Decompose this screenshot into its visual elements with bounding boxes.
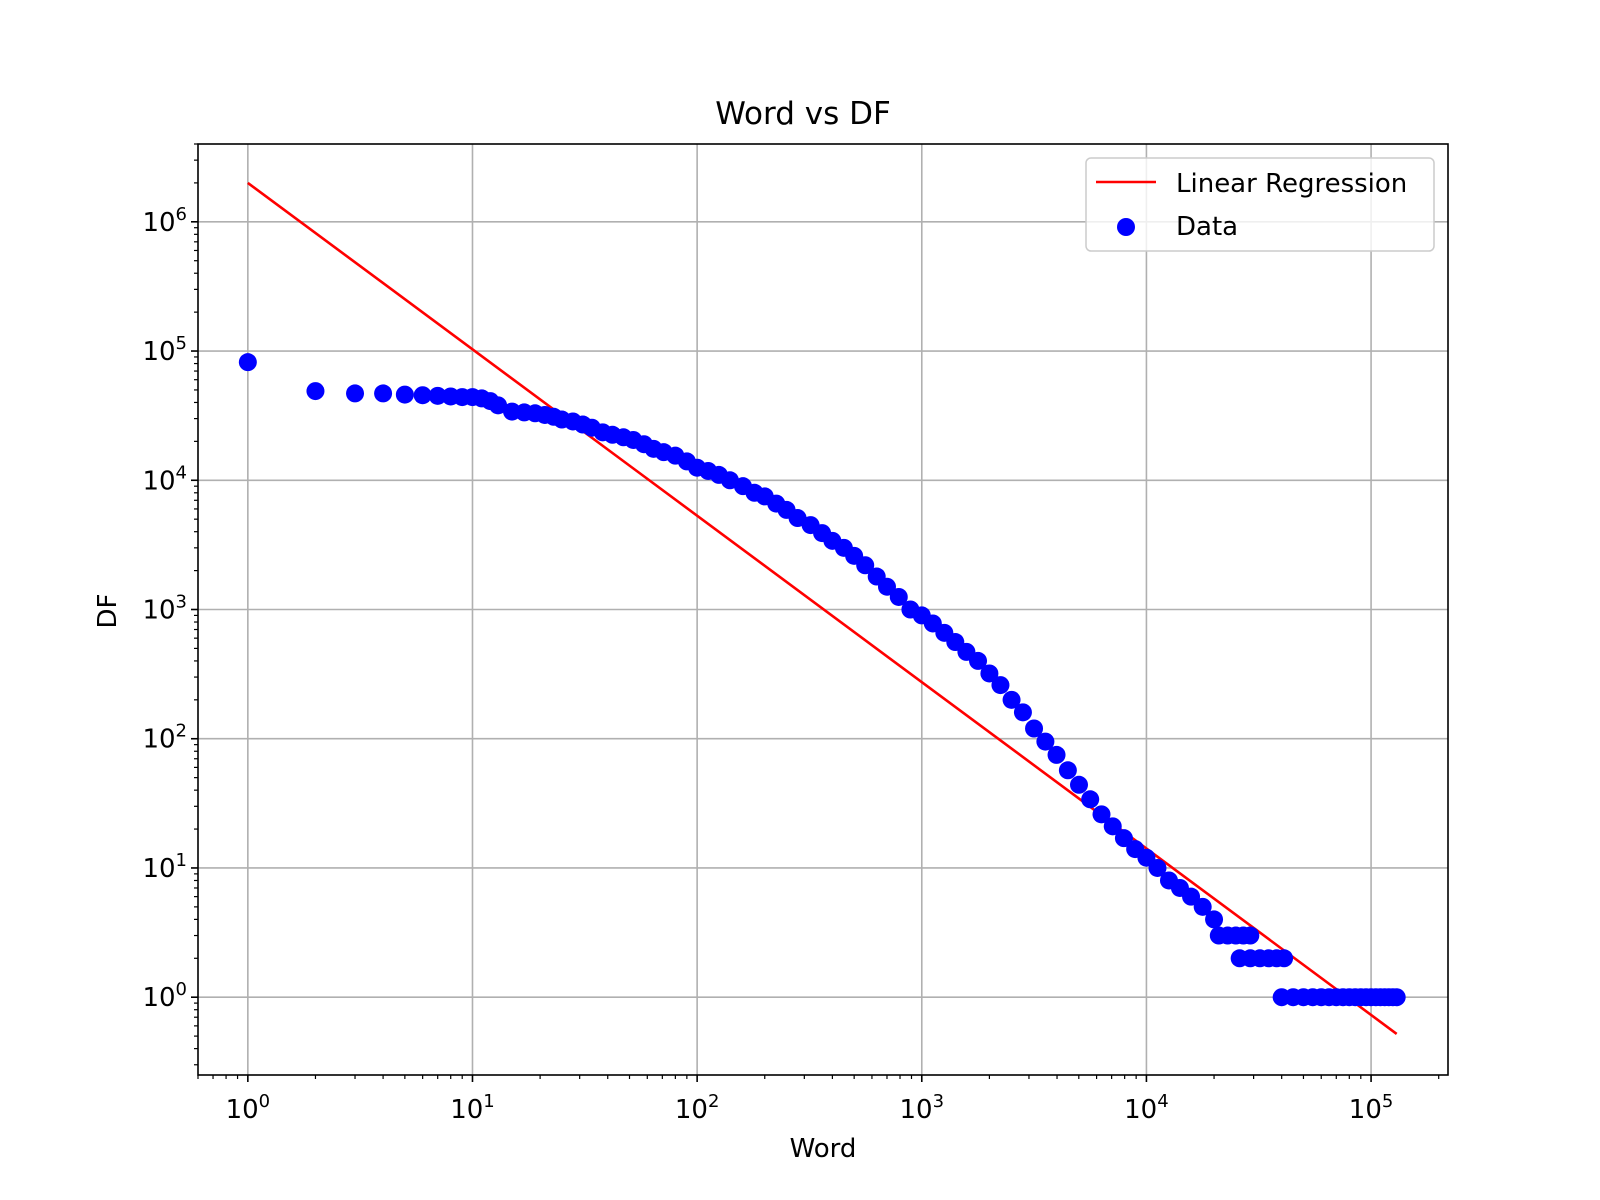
data-point [346, 384, 365, 403]
data-point [1092, 805, 1111, 824]
data-point [1241, 926, 1260, 945]
data-point [306, 382, 325, 401]
x-tick-label: 103 [900, 1091, 945, 1125]
data-point [877, 577, 896, 596]
data-point [1193, 897, 1212, 916]
data-point [1013, 703, 1032, 722]
y-tick-label: 100 [142, 979, 187, 1013]
data-point [1387, 988, 1406, 1007]
y-tick-label: 103 [142, 592, 187, 626]
data-point [238, 353, 257, 372]
data-point [1081, 790, 1100, 809]
data-point [1047, 745, 1066, 764]
legend-marker-swatch [1117, 218, 1135, 236]
x-tick-label: 101 [450, 1091, 495, 1125]
data-point [1036, 732, 1055, 751]
major-ticks [191, 221, 1372, 1082]
plot-frame [197, 143, 1449, 1076]
data-point [1069, 775, 1088, 794]
data-point [1025, 719, 1044, 738]
data-point [489, 396, 508, 415]
data-point [1002, 690, 1021, 709]
y-tick-label: 106 [142, 204, 187, 238]
x-tick-label: 102 [675, 1091, 720, 1125]
x-axis-label: Word [790, 1134, 857, 1164]
data-point [1103, 817, 1122, 836]
regression-series [247, 181, 1398, 1035]
y-tick-label: 104 [142, 462, 187, 496]
data-point [1275, 949, 1294, 968]
y-tick-label: 101 [142, 850, 187, 884]
legend-box [1085, 157, 1435, 252]
data-point [991, 676, 1010, 695]
data-point [428, 386, 447, 405]
data-point [374, 384, 393, 403]
legend: Linear Regression Data [1085, 157, 1435, 252]
x-tick-label: 104 [1124, 1091, 1169, 1125]
regression-line [247, 181, 1398, 1035]
y-tick-label: 105 [142, 333, 187, 367]
data-point [889, 587, 908, 606]
data-point [969, 651, 988, 670]
legend-label-data: Data [1176, 212, 1238, 242]
data-point [980, 664, 999, 683]
y-tick-label: 102 [142, 721, 187, 755]
x-tick-label: 100 [226, 1091, 271, 1125]
legend-label-regression: Linear Regression [1176, 169, 1407, 199]
data-point [1058, 761, 1077, 780]
data-point [1114, 829, 1133, 848]
data-point [395, 385, 414, 404]
data-series [238, 353, 1406, 1007]
chart-title: Word vs DF [715, 96, 891, 132]
data-point [856, 556, 875, 575]
data-point [413, 386, 432, 405]
data-point [1182, 887, 1201, 906]
x-tick-label: 105 [1349, 1091, 1394, 1125]
data-point [1148, 858, 1167, 877]
tick-labels: 100 101 102 103 104 105 100 101 102 103 104 105 106 [142, 204, 1393, 1125]
data-point [1205, 910, 1224, 929]
y-axis-label: DF [93, 594, 123, 629]
